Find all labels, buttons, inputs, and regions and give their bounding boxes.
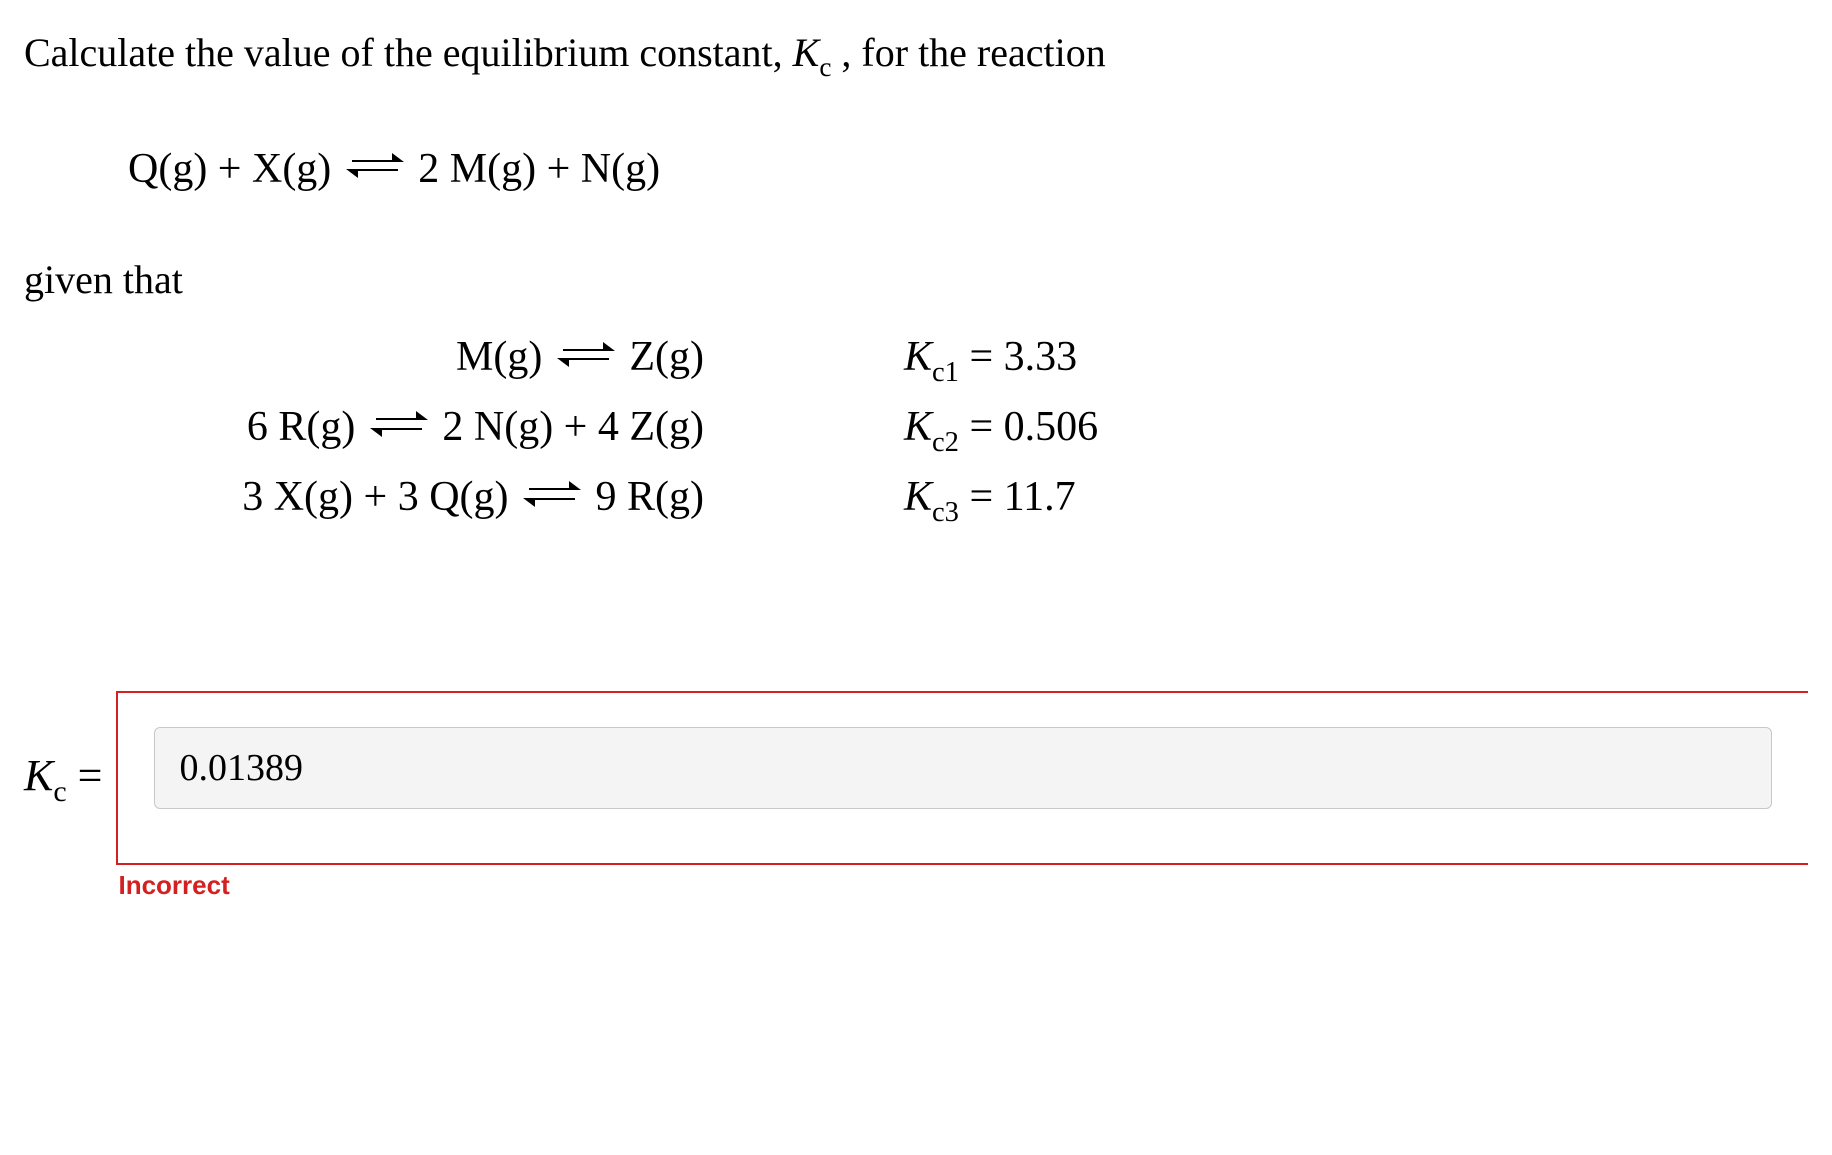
equilibrium-arrows-icon [372, 403, 426, 445]
k-value: 11.7 [1004, 474, 1076, 520]
given-rhs: Z(g) [629, 334, 704, 380]
k-eq: = [969, 334, 1003, 380]
given-reactions: M(g) Z(g) Kc1 = 3.33 6 R(g) 2 N(g) + 4 Z… [144, 329, 1808, 531]
answer-k-sub: c [53, 775, 66, 808]
given-rxn: M(g) Z(g) [144, 329, 704, 386]
given-reaction-row: 3 X(g) + 3 Q(g) 9 R(g) Kc3 = 11.7 [144, 469, 1808, 531]
given-rhs: 9 R(g) [596, 474, 705, 520]
given-lhs: 3 X(g) + 3 Q(g) [242, 474, 508, 520]
given-reaction-row: 6 R(g) 2 N(g) + 4 Z(g) Kc2 = 0.506 [144, 399, 1808, 461]
prompt-pre: Calculate the value of the equilibrium c… [24, 30, 793, 75]
given-reaction-row: M(g) Z(g) Kc1 = 3.33 [144, 329, 1808, 391]
given-rxn: 3 X(g) + 3 Q(g) 9 R(g) [144, 469, 704, 526]
equilibrium-arrows-icon [525, 473, 579, 515]
given-k: Kc2 = 0.506 [904, 399, 1098, 461]
target-rhs: 2 M(g) + N(g) [418, 146, 660, 192]
answer-k-letter: K [24, 751, 53, 800]
k-value: 0.506 [1004, 404, 1099, 450]
given-label: given that [24, 253, 1808, 307]
prompt-post: , for the reaction [831, 30, 1105, 75]
kc-letter: K [793, 30, 820, 75]
given-rhs: 2 N(g) + 4 Z(g) [442, 404, 704, 450]
kc-answer-input[interactable] [154, 727, 1772, 809]
feedback-incorrect: Incorrect [118, 868, 229, 903]
answer-section: Kc = Incorrect [24, 691, 1808, 865]
k-sub: c2 [932, 427, 959, 458]
k-sub: c3 [932, 497, 959, 528]
k-letter: K [904, 334, 932, 380]
answer-equals: = [67, 751, 103, 800]
question-page: Calculate the value of the equilibrium c… [0, 0, 1832, 865]
equilibrium-arrows-icon [559, 333, 613, 375]
given-lhs: M(g) [456, 334, 542, 380]
question-prompt: Calculate the value of the equilibrium c… [24, 26, 1808, 85]
target-reaction: Q(g) + X(g) 2 M(g) + N(g) [128, 141, 1808, 198]
answer-box: Incorrect [116, 691, 1808, 865]
k-value: 3.33 [1004, 334, 1078, 380]
given-rxn: 6 R(g) 2 N(g) + 4 Z(g) [144, 399, 704, 456]
given-k: Kc1 = 3.33 [904, 329, 1077, 391]
kc-sub: c [819, 52, 831, 82]
target-lhs: Q(g) + X(g) [128, 146, 331, 192]
given-lhs: 6 R(g) [247, 404, 356, 450]
k-eq: = [969, 474, 1003, 520]
answer-label: Kc = [24, 746, 102, 811]
given-k: Kc3 = 11.7 [904, 469, 1076, 531]
k-eq: = [969, 404, 1003, 450]
k-letter: K [904, 404, 932, 450]
k-sub: c1 [932, 357, 959, 388]
k-letter: K [904, 474, 932, 520]
equilibrium-arrows-icon [348, 145, 402, 187]
